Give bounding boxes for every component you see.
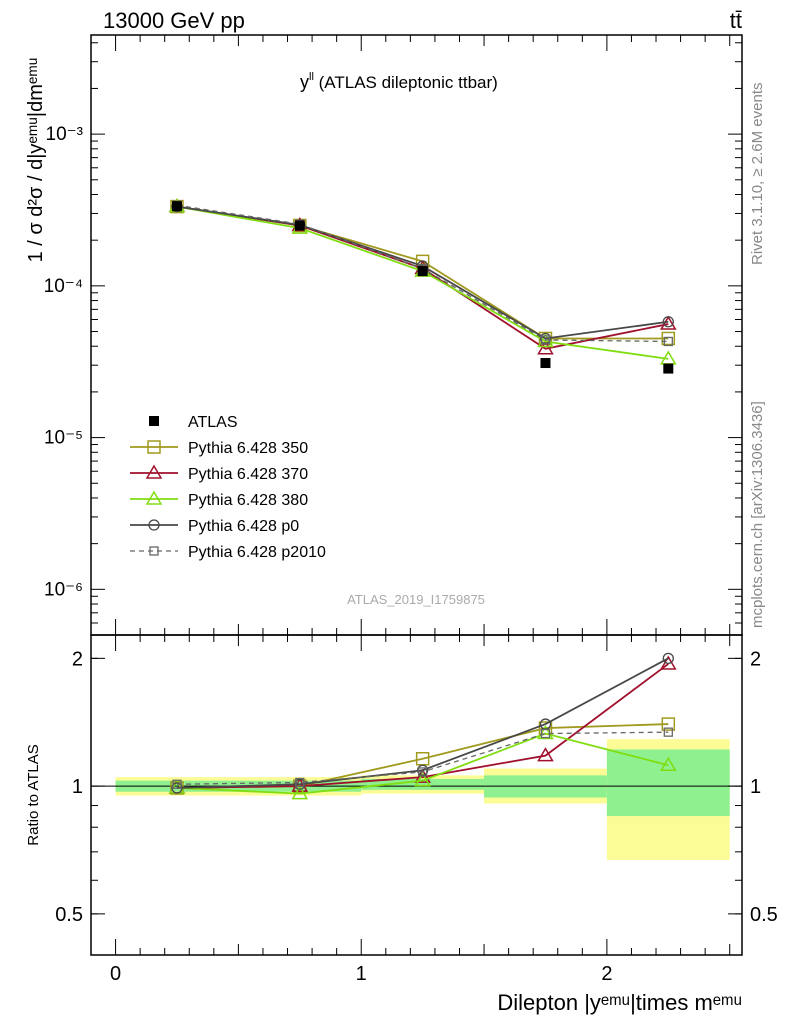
legend-marker: [148, 519, 160, 531]
series-line: [176, 205, 669, 360]
rivet-label: Rivet 3.1.10, ≥ 2.6M events: [749, 83, 766, 266]
process-label: tt̄: [730, 8, 742, 33]
main-y-tick-label: 10⁻⁴: [44, 276, 83, 297]
analysis-watermark: ATLAS_2019_I1759875: [347, 592, 485, 607]
ratio-y-tick-label-right: 0.5: [750, 904, 778, 926]
ratio-y-tick-label-right: 1: [750, 776, 761, 798]
main-y-tick-label: 10⁻⁶: [44, 579, 83, 600]
ratio-series-marker: [663, 727, 673, 737]
legend-marker: [149, 546, 159, 556]
ratio-y-axis-label: Ratio to ATLAS: [25, 744, 42, 845]
atlas-data-point: [171, 201, 182, 212]
atlas-data-point: [294, 220, 305, 231]
ratio-plot-frame: [90, 634, 743, 956]
series-marker: [537, 340, 554, 355]
legend-label: Pythia 6.428 370: [188, 466, 308, 483]
legend-marker: [145, 464, 163, 479]
series-marker: [663, 336, 673, 347]
ratio-y-tick-label: 2: [72, 648, 83, 670]
ratio-y-tick-label: 0.5: [55, 904, 83, 926]
energy-label: 13000 GeV pp: [103, 8, 245, 33]
series-line: [176, 205, 669, 350]
x-tick-label: 1: [356, 963, 367, 985]
ratio-series-marker: [540, 728, 551, 739]
legend-label: Pythia 6.428 350: [188, 440, 308, 457]
ratio-series-marker: [659, 655, 677, 670]
ratio-series-marker: [662, 652, 674, 664]
ratio-series-line: [176, 663, 669, 789]
ratio-series-line: [176, 731, 669, 785]
ratio-series-marker: [294, 778, 306, 790]
series-marker: [662, 316, 674, 328]
ratio-series-marker: [414, 772, 431, 787]
ratio-series-marker: [659, 756, 677, 771]
main-y-tick-label: 10⁻³: [46, 124, 84, 145]
legend-label: Pythia 6.428 p2010: [188, 544, 326, 561]
legend-label: ATLAS: [188, 414, 238, 431]
atlas-data-point: [540, 358, 551, 369]
legend-label: Pythia 6.428 p0: [188, 518, 299, 535]
uncertainty-band-inner: [606, 749, 730, 817]
ratio-series-marker: [417, 767, 428, 777]
legend-marker-atlas: [149, 416, 159, 426]
main-title: yll (ATLAS dileptonic ttbar): [300, 71, 498, 92]
ratio-y-tick-label: 1: [72, 776, 83, 798]
x-axis-label: Dilepton |yᵉᵐᵘ|times mᵉᵐᵘ: [497, 990, 742, 1015]
uncertainty-band-inner: [361, 778, 485, 790]
atlas-data-point: [417, 266, 428, 277]
legend-label: Pythia 6.428 380: [188, 492, 308, 509]
ratio-series-marker: [171, 782, 183, 794]
ratio-series-marker: [295, 777, 305, 788]
ratio-series-marker: [416, 764, 429, 776]
x-tick-label: 0: [110, 963, 121, 985]
legend-marker: [145, 490, 163, 505]
main-y-axis-label: 1 / σ d²σ / d|yᵉᵐᵘ|dmᵉᵐᵘ: [25, 58, 47, 263]
ratio-y-tick-label-right: 2: [750, 648, 761, 670]
ratio-series-marker: [537, 747, 554, 762]
ratio-series-marker: [291, 785, 309, 800]
series-line: [176, 205, 669, 340]
series-marker: [661, 331, 676, 346]
ratio-series-line: [176, 657, 669, 789]
main-y-tick-label: 10⁻⁵: [44, 428, 83, 449]
ratio-series-marker: [172, 779, 182, 789]
ratio-series-line: [176, 732, 669, 795]
ratio-series-marker: [661, 717, 676, 731]
legend-marker: [147, 440, 161, 454]
series-marker: [540, 335, 551, 345]
atlas-data-point: [663, 363, 674, 374]
mcplots-label: mcplots.cern.ch [arXiv:1306.3436]: [749, 401, 766, 628]
x-tick-label: 2: [601, 963, 612, 985]
